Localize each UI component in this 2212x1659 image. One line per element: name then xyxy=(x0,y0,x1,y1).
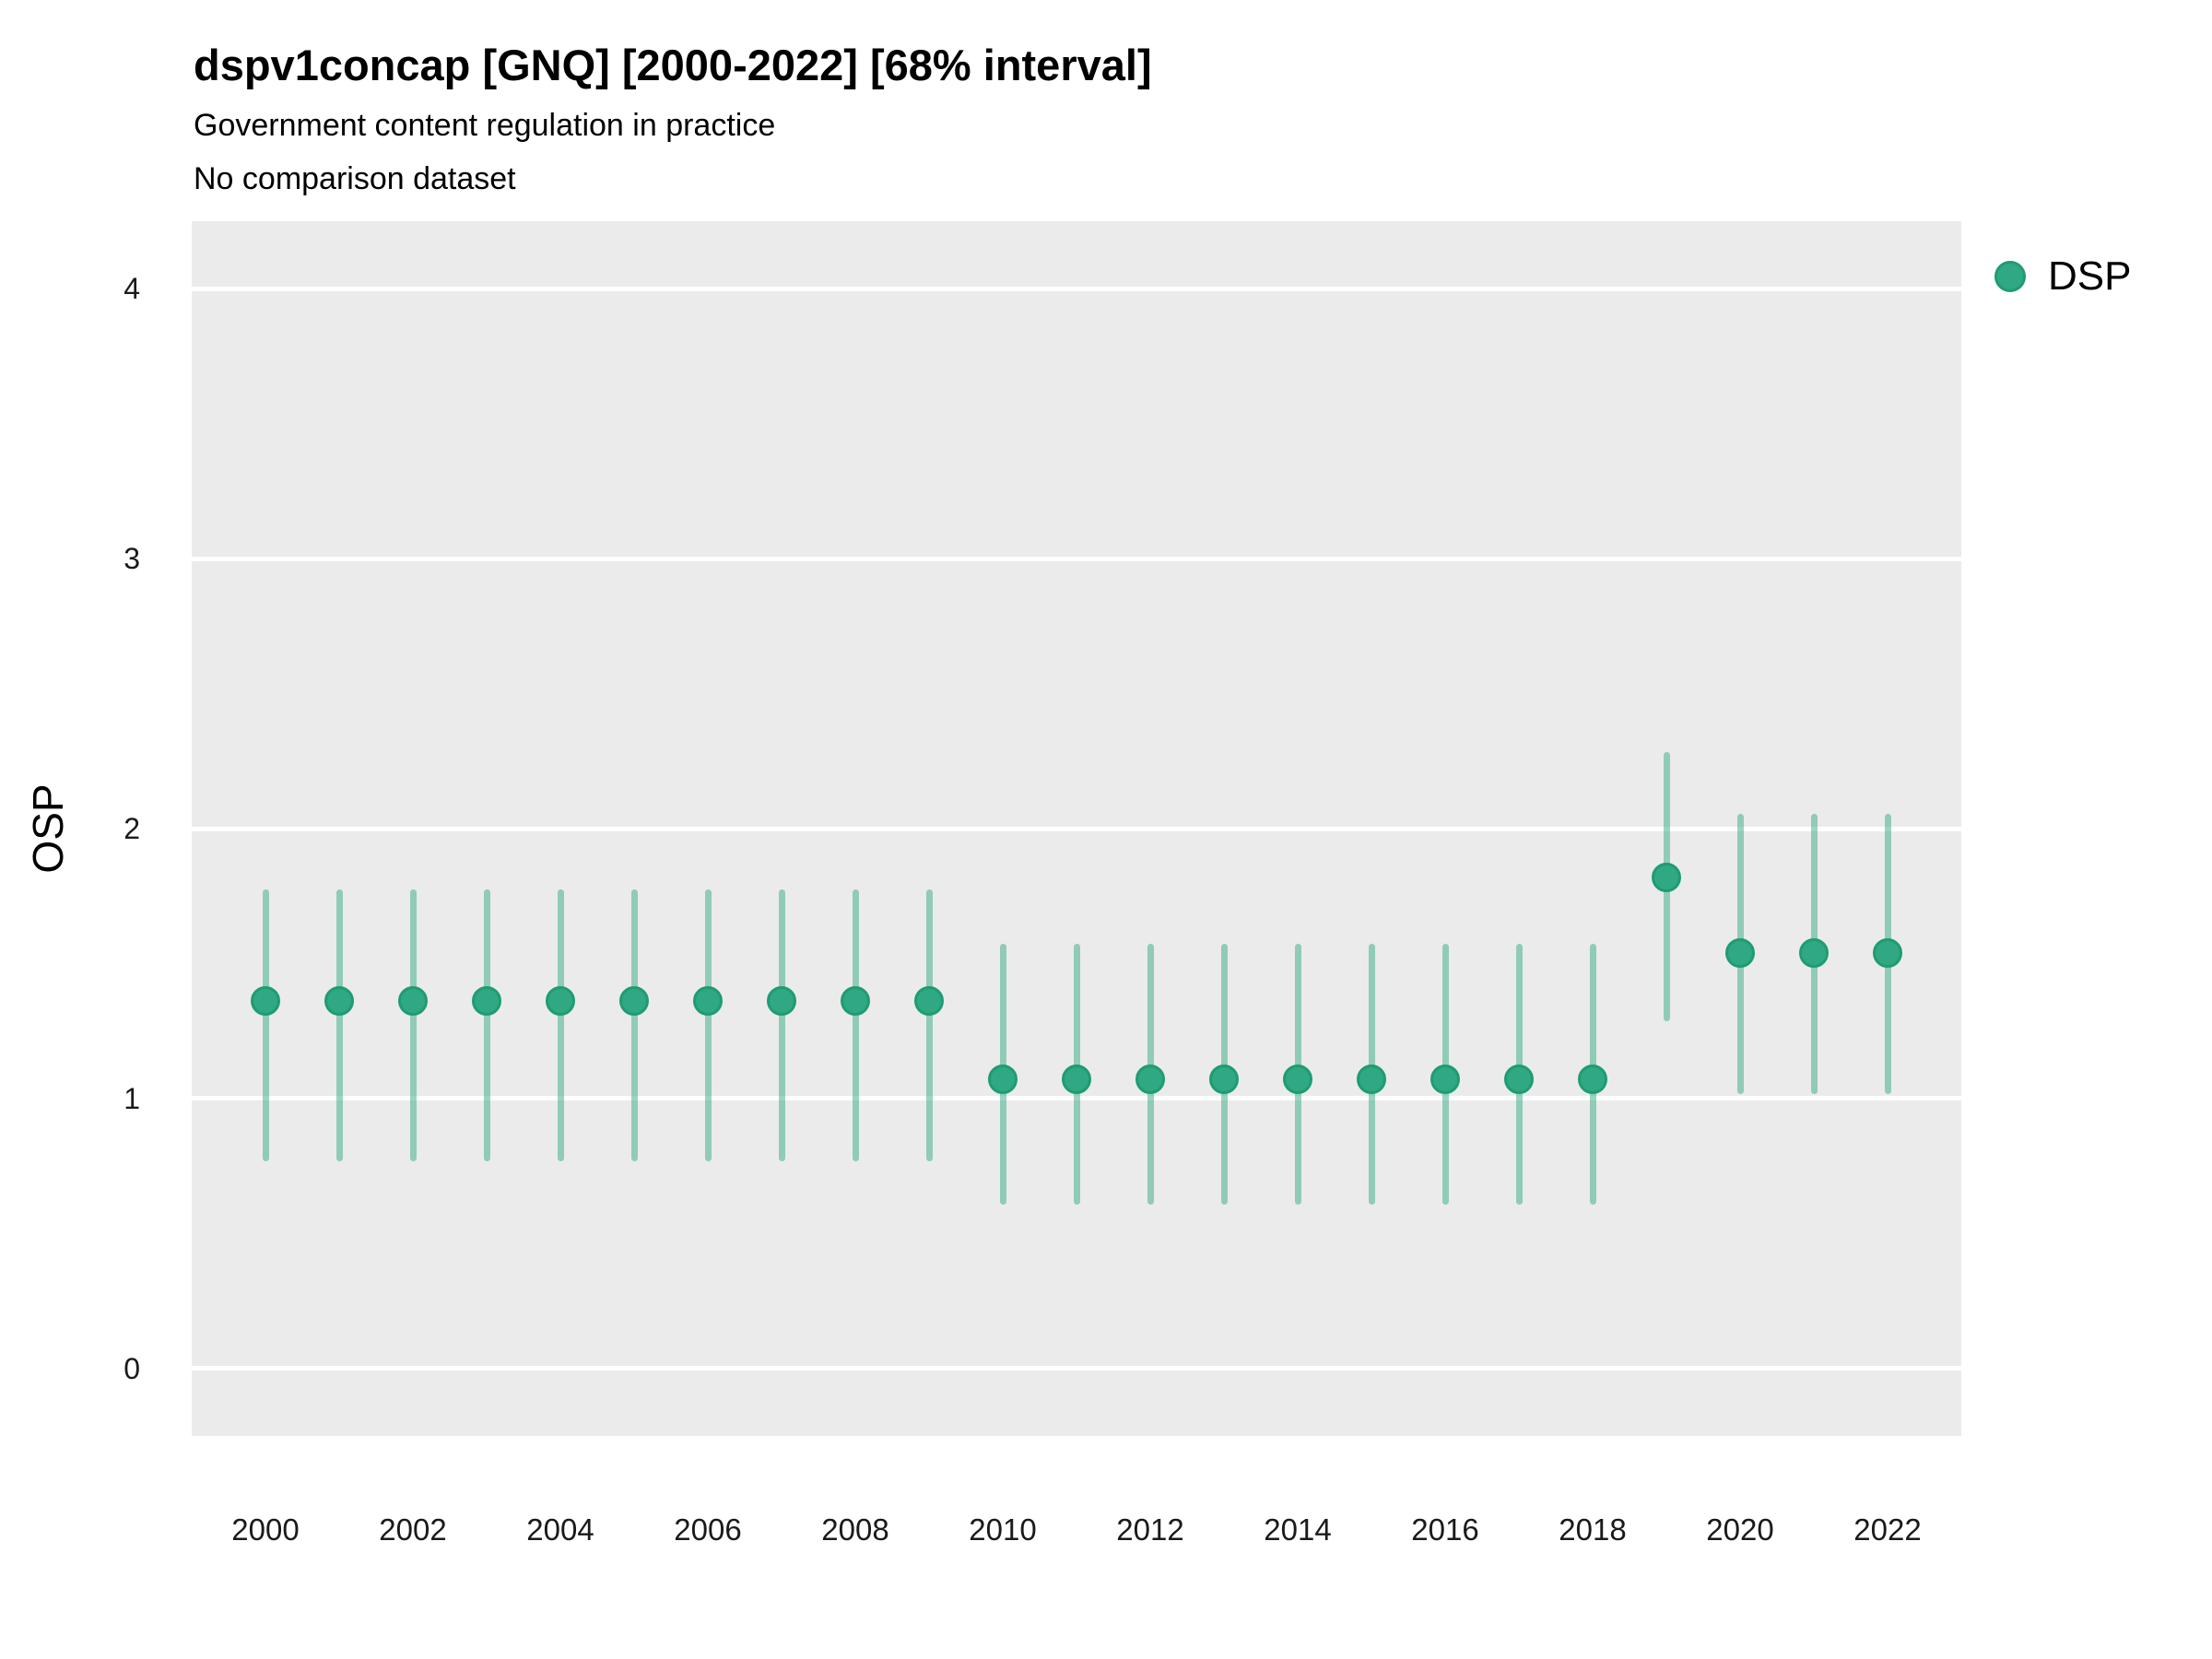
data-point-2013 xyxy=(1209,1065,1239,1095)
interval-line-2008 xyxy=(852,889,859,1162)
data-point-2002 xyxy=(398,986,428,1017)
data-point-2017 xyxy=(1504,1065,1534,1095)
x-tick-label-2008: 2008 xyxy=(821,1512,889,1547)
interval-line-2006 xyxy=(704,889,712,1162)
interval-line-2002 xyxy=(409,889,417,1162)
x-tick-label-2004: 2004 xyxy=(526,1512,594,1547)
x-tick-label-2014: 2014 xyxy=(1264,1512,1332,1547)
x-tick-label-2000: 2000 xyxy=(231,1512,300,1547)
data-point-2011 xyxy=(1062,1065,1091,1095)
x-tick-label-2016: 2016 xyxy=(1411,1512,1479,1547)
data-point-2004 xyxy=(546,986,575,1017)
y-tick-label-3: 3 xyxy=(124,542,140,576)
gridline-y-2 xyxy=(192,826,1961,831)
data-point-2020 xyxy=(1725,937,1755,968)
interval-line-2007 xyxy=(778,889,785,1162)
y-tick-label-4: 4 xyxy=(124,272,140,306)
data-point-2014 xyxy=(1283,1065,1312,1095)
x-tick-label-2020: 2020 xyxy=(1706,1512,1774,1547)
plot-panel xyxy=(192,221,1961,1436)
legend: DSP xyxy=(1991,253,2203,299)
data-point-2022 xyxy=(1873,937,1902,968)
gridline-y-1 xyxy=(192,1096,1961,1101)
chart-title: dspv1concap [GNQ] [2000-2022] [68% inter… xyxy=(194,41,1152,89)
legend-label: DSP xyxy=(2048,253,2132,299)
data-point-2001 xyxy=(324,986,354,1017)
gridline-y-0 xyxy=(192,1366,1961,1371)
x-tick-label-2022: 2022 xyxy=(1853,1512,1922,1547)
interval-line-2001 xyxy=(335,889,343,1162)
interval-line-2000 xyxy=(262,889,269,1162)
interval-line-2003 xyxy=(483,889,490,1162)
data-point-2018 xyxy=(1578,1065,1607,1095)
gridline-y-3 xyxy=(192,556,1961,561)
x-tick-label-2006: 2006 xyxy=(674,1512,742,1547)
interval-line-2004 xyxy=(557,889,564,1162)
chart-subtitle: Government content regulation in practic… xyxy=(194,108,776,143)
data-point-2010 xyxy=(988,1065,1018,1095)
data-point-2016 xyxy=(1430,1065,1460,1095)
y-tick-label-0: 0 xyxy=(124,1351,140,1385)
data-point-2015 xyxy=(1357,1065,1386,1095)
data-point-2021 xyxy=(1799,937,1829,968)
x-tick-label-2018: 2018 xyxy=(1559,1512,1627,1547)
chart-note: No comparison dataset xyxy=(194,161,516,196)
data-point-2009 xyxy=(914,986,944,1017)
interval-line-2009 xyxy=(925,889,933,1162)
data-point-2000 xyxy=(251,986,280,1017)
x-tick-label-2010: 2010 xyxy=(969,1512,1037,1547)
y-tick-label-1: 1 xyxy=(124,1081,140,1115)
y-tick-label-2: 2 xyxy=(124,812,140,845)
legend-point-icon xyxy=(1994,261,2026,292)
x-tick-label-2012: 2012 xyxy=(1116,1512,1184,1547)
data-point-2005 xyxy=(619,986,649,1017)
data-point-2019 xyxy=(1652,862,1681,892)
data-point-2007 xyxy=(767,986,796,1017)
data-point-2012 xyxy=(1135,1065,1165,1095)
gridline-y-4 xyxy=(192,286,1961,291)
data-point-2008 xyxy=(841,986,870,1017)
data-point-2003 xyxy=(472,986,501,1017)
data-point-2006 xyxy=(693,986,723,1017)
x-tick-label-2002: 2002 xyxy=(379,1512,447,1547)
interval-line-2005 xyxy=(630,889,638,1162)
